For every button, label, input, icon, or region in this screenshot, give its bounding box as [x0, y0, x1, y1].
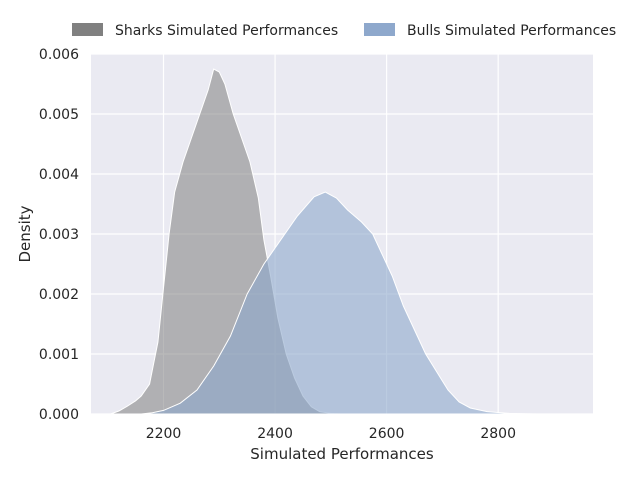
- y-axis: 0.000 0.001 0.002 0.003 0.004 0.005 0.006: [39, 47, 79, 423]
- y-tick-label: 0.000: [39, 407, 79, 423]
- legend-swatch: [72, 23, 103, 36]
- legend-swatch: [364, 23, 395, 36]
- x-axis: 2200 2400 2600 2800: [146, 426, 516, 442]
- x-tick-label: 2400: [257, 426, 293, 442]
- y-tick-label: 0.002: [39, 287, 79, 303]
- x-tick-label: 2600: [369, 426, 405, 442]
- x-axis-title: Simulated Performances: [250, 445, 434, 463]
- legend-label: Sharks Simulated Performances: [115, 23, 338, 39]
- y-tick-label: 0.001: [39, 347, 79, 363]
- density-areas: [110, 68, 577, 415]
- legend-label: Bulls Simulated Performances: [407, 23, 616, 39]
- legend: Sharks Simulated Performances Bulls Simul…: [72, 23, 616, 39]
- y-tick-label: 0.003: [39, 227, 79, 243]
- y-tick-label: 0.005: [39, 107, 79, 123]
- x-tick-label: 2200: [146, 426, 182, 442]
- y-axis-title: Density: [16, 205, 34, 262]
- density-area-series-2: [141, 191, 577, 415]
- x-tick-label: 2800: [480, 426, 516, 442]
- y-tick-label: 0.004: [39, 167, 79, 183]
- y-tick-label: 0.006: [39, 47, 79, 63]
